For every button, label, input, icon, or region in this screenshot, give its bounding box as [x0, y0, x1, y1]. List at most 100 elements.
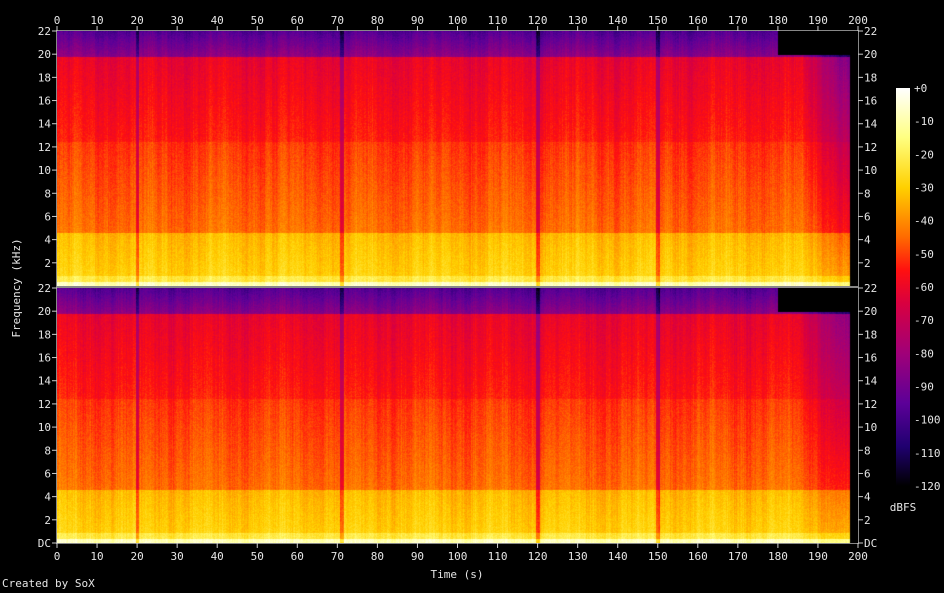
colorbar-tick-label: -10: [914, 115, 934, 128]
y-tick-label-right: 14: [864, 375, 878, 388]
x-tick-label-bottom: 0: [54, 550, 61, 563]
x-tick-label-top: 30: [171, 14, 184, 27]
y-tick-label-left: 12: [38, 398, 51, 411]
y-tick-label-right: 4: [864, 234, 871, 247]
y-axis-label: Frequency (kHz): [10, 238, 23, 337]
x-tick-label-bottom: 40: [211, 550, 224, 563]
colorbar-tick-label: -80: [914, 347, 934, 360]
colorbar-tick-label: -40: [914, 215, 934, 228]
y-tick-label-right: 14: [864, 118, 878, 131]
y-tick-label-right: 10: [864, 421, 877, 434]
y-tick-label-right: 16: [864, 95, 877, 108]
x-tick-label-bottom: 110: [488, 550, 508, 563]
y-tick-label-right: 6: [864, 467, 871, 480]
x-tick-label-bottom: 180: [768, 550, 788, 563]
x-tick-label-top: 160: [688, 14, 708, 27]
x-tick-label-bottom: 60: [291, 550, 304, 563]
x-tick-label-bottom: 10: [90, 550, 103, 563]
colorbar-tick-label: -70: [914, 314, 934, 327]
colorbar-tick-label: +0: [914, 82, 927, 95]
y-tick-label-left: 16: [38, 352, 51, 365]
y-tick-label-left: 18: [38, 328, 51, 341]
x-tick-label-top: 150: [648, 14, 668, 27]
x-tick-label-bottom: 190: [808, 550, 828, 563]
x-tick-label-top: 200: [848, 14, 868, 27]
x-tick-label-bottom: 30: [171, 550, 184, 563]
y-tick-label-left: 8: [44, 187, 51, 200]
x-tick-label-top: 20: [130, 14, 143, 27]
y-tick-label-right: 12: [864, 398, 877, 411]
x-tick-label-top: 120: [528, 14, 548, 27]
x-tick-label-bottom: 50: [251, 550, 264, 563]
y-tick-label-right: 2: [864, 257, 871, 270]
y-tick-label-left: 16: [38, 95, 51, 108]
colorbar-tick-label: -30: [914, 182, 934, 195]
x-tick-label-top: 100: [448, 14, 468, 27]
colorbar-unit-label: dBFS: [890, 501, 917, 514]
y-tick-label-left: 12: [38, 141, 51, 154]
y-tick-label-left: 6: [44, 210, 51, 223]
y-tick-label-right: 22: [864, 25, 877, 38]
y-tick-label-left: 22: [38, 282, 51, 295]
y-tick-label-left: 4: [44, 491, 51, 504]
x-tick-label-bottom: 20: [130, 550, 143, 563]
y-tick-label-left: 18: [38, 71, 51, 84]
x-tick-label-top: 60: [291, 14, 304, 27]
y-tick-label-left: 8: [44, 444, 51, 457]
y-tick-label-right: 18: [864, 328, 877, 341]
y-tick-label-left: 22: [38, 25, 51, 38]
y-tick-label-right: 8: [864, 187, 871, 200]
y-tick-label-right: 10: [864, 164, 877, 177]
y-tick-label-left: 6: [44, 467, 51, 480]
spectrogram-channel-2: [57, 288, 858, 543]
x-tick-label-bottom: 90: [411, 550, 424, 563]
sox-credit: Created by SoX: [2, 577, 95, 590]
x-tick-label-bottom: 80: [371, 550, 384, 563]
y-tick-label-right: 16: [864, 352, 877, 365]
x-tick-label-top: 90: [411, 14, 424, 27]
y-tick-label-right: 8: [864, 444, 871, 457]
colorbar-tick-label: -20: [914, 148, 934, 161]
y-tick-label-right: DC: [864, 537, 877, 550]
y-tick-label-left: DC: [38, 537, 51, 550]
x-tick-label-top: 110: [488, 14, 508, 27]
x-tick-label-bottom: 120: [528, 550, 548, 563]
x-tick-label-top: 190: [808, 14, 828, 27]
y-tick-label-right: 6: [864, 210, 871, 223]
x-tick-label-top: 40: [211, 14, 224, 27]
y-tick-label-left: 10: [38, 164, 51, 177]
y-tick-label-right: 4: [864, 491, 871, 504]
colorbar-tick-label: -100: [914, 414, 941, 427]
colorbar-tick-label: -120: [914, 480, 941, 493]
x-tick-label-top: 80: [371, 14, 384, 27]
x-tick-label-top: 180: [768, 14, 788, 27]
y-tick-label-right: 12: [864, 141, 877, 154]
y-tick-label-right: 20: [864, 48, 877, 61]
x-tick-label-bottom: 150: [648, 550, 668, 563]
spectrogram-channel-1: [57, 31, 858, 286]
colorbar: [896, 88, 910, 486]
y-tick-label-right: 20: [864, 305, 877, 318]
x-tick-label-top: 140: [608, 14, 628, 27]
y-tick-label-left: 14: [38, 375, 52, 388]
y-tick-label-left: 14: [38, 118, 52, 131]
y-tick-label-left: 2: [44, 257, 51, 270]
colorbar-tick-label: -90: [914, 381, 934, 394]
y-tick-label-left: 10: [38, 421, 51, 434]
colorbar-tick-label: -60: [914, 281, 934, 294]
x-tick-label-top: 10: [90, 14, 103, 27]
x-tick-label-bottom: 160: [688, 550, 708, 563]
colorbar-tick-label: -110: [914, 447, 941, 460]
x-tick-label-bottom: 170: [728, 550, 748, 563]
x-tick-label-top: 0: [54, 14, 61, 27]
y-tick-label-left: 20: [38, 48, 51, 61]
x-tick-label-bottom: 200: [848, 550, 868, 563]
y-tick-label-right: 22: [864, 282, 877, 295]
x-tick-label-top: 170: [728, 14, 748, 27]
colorbar-tick-label: -50: [914, 248, 934, 261]
y-tick-label-left: 2: [44, 514, 51, 527]
y-tick-label-right: 18: [864, 71, 877, 84]
x-tick-label-bottom: 100: [448, 550, 468, 563]
x-tick-label-top: 50: [251, 14, 264, 27]
